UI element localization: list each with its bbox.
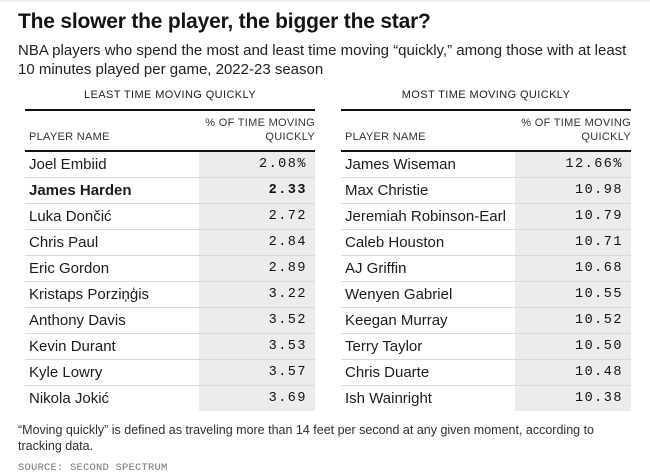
value-cell: 3.53 <box>199 334 315 359</box>
table-row: Kristaps Porziņģis 3.22 <box>25 281 315 307</box>
table-row: Chris Paul 2.84 <box>25 229 315 255</box>
value-cell: 10.71 <box>515 230 631 255</box>
table-row: Joel Embiid 2.08% <box>25 152 315 177</box>
player-name-cell: Kevin Durant <box>29 338 116 355</box>
value-cell: 2.33 <box>199 178 315 203</box>
column-header-row: PLAYER NAME % OF TIME MOVING QUICKLY <box>341 111 631 152</box>
table-row: Chris Duarte 10.48 <box>341 359 631 385</box>
table-row: Nikola Jokić 3.69 <box>25 385 315 411</box>
value-cell: 10.55 <box>515 282 631 307</box>
value-cell: 10.48 <box>515 360 631 385</box>
tables-container: LEAST TIME MOVING QUICKLY PLAYER NAME % … <box>25 89 631 411</box>
player-name-cell: James Harden <box>29 182 132 199</box>
player-name-cell: Max Christie <box>345 182 429 199</box>
value-cell: 10.52 <box>515 308 631 333</box>
table-body: Joel Embiid 2.08% James Harden 2.33 Luka Don… <box>25 152 315 411</box>
table-row: Kyle Lowry 3.57 <box>25 359 315 385</box>
value-cell: 3.52 <box>199 308 315 333</box>
player-name-cell: Keegan Murray <box>345 312 448 329</box>
source-line: SOURCE: SECOND SPECTRUM <box>18 462 168 474</box>
table-least-time-moving-quickly: LEAST TIME MOVING QUICKLY PLAYER NAME % … <box>25 89 315 411</box>
value-cell: 2.08% <box>199 152 315 177</box>
player-name-cell: James Wiseman <box>345 156 456 173</box>
player-name-cell: Anthony Davis <box>29 312 126 329</box>
table-row: James Wiseman 12.66% <box>341 152 631 177</box>
column-header-pct-time: % OF TIME MOVING QUICKLY <box>205 117 315 143</box>
value-cell: 10.98 <box>515 178 631 203</box>
footnote: “Moving quickly” is defined as traveling… <box>18 423 595 453</box>
table-row: Ish Wainright 10.38 <box>341 385 631 411</box>
table-group-label: LEAST TIME MOVING QUICKLY <box>25 89 315 111</box>
table-row: Max Christie 10.98 <box>341 177 631 203</box>
player-name-cell: Ish Wainright <box>345 390 432 407</box>
player-name-cell: AJ Griffin <box>345 260 407 277</box>
table-row: James Harden 2.33 <box>25 177 315 203</box>
player-name-cell: Chris Paul <box>29 234 99 251</box>
player-name-cell: Kyle Lowry <box>29 364 103 381</box>
player-name-cell: Kristaps Porziņģis <box>29 286 150 303</box>
value-cell: 3.69 <box>199 386 315 411</box>
value-cell: 10.50 <box>515 334 631 359</box>
table-most-time-moving-quickly: MOST TIME MOVING QUICKLY PLAYER NAME % O… <box>341 89 631 411</box>
table-group-label: MOST TIME MOVING QUICKLY <box>341 89 631 111</box>
column-header-player-name: PLAYER NAME <box>29 130 110 143</box>
table-row: Wenyen Gabriel 10.55 <box>341 281 631 307</box>
table-row: Terry Taylor 10.50 <box>341 333 631 359</box>
page-title: The slower the player, the bigger the st… <box>18 10 431 33</box>
player-name-cell: Chris Duarte <box>345 364 430 381</box>
subtitle: NBA players who spend the most and least… <box>18 42 627 78</box>
table-row: Jeremiah Robinson-Earl 10.79 <box>341 203 631 229</box>
player-name-cell: Joel Embiid <box>29 156 107 173</box>
player-name-cell: Terry Taylor <box>345 338 423 355</box>
value-cell: 2.89 <box>199 256 315 281</box>
table-row: Caleb Houston 10.71 <box>341 229 631 255</box>
table-row: AJ Griffin 10.68 <box>341 255 631 281</box>
column-header-player-name: PLAYER NAME <box>345 130 426 143</box>
table-row: Anthony Davis 3.52 <box>25 307 315 333</box>
column-header-pct-time: % OF TIME MOVING QUICKLY <box>521 117 631 143</box>
player-name-cell: Caleb Houston <box>345 234 445 251</box>
value-cell: 2.84 <box>199 230 315 255</box>
table-row: Keegan Murray 10.52 <box>341 307 631 333</box>
value-cell: 12.66% <box>515 152 631 177</box>
player-name-cell: Luka Dončić <box>29 208 112 225</box>
value-cell: 10.79 <box>515 204 631 229</box>
value-cell: 10.38 <box>515 386 631 411</box>
table-row: Kevin Durant 3.53 <box>25 333 315 359</box>
table-row: Eric Gordon 2.89 <box>25 255 315 281</box>
value-cell: 10.68 <box>515 256 631 281</box>
player-name-cell: Wenyen Gabriel <box>345 286 453 303</box>
player-name-cell: Eric Gordon <box>29 260 110 277</box>
value-cell: 3.22 <box>199 282 315 307</box>
value-cell: 3.57 <box>199 360 315 385</box>
player-name-cell: Jeremiah Robinson-Earl <box>345 208 506 225</box>
player-name-cell: Nikola Jokić <box>29 390 110 407</box>
table-body: James Wiseman 12.66% Max Christie 10.98 Jere… <box>341 152 631 411</box>
value-cell: 2.72 <box>199 204 315 229</box>
column-header-row: PLAYER NAME % OF TIME MOVING QUICKLY <box>25 111 315 152</box>
table-row: Luka Dončić 2.72 <box>25 203 315 229</box>
